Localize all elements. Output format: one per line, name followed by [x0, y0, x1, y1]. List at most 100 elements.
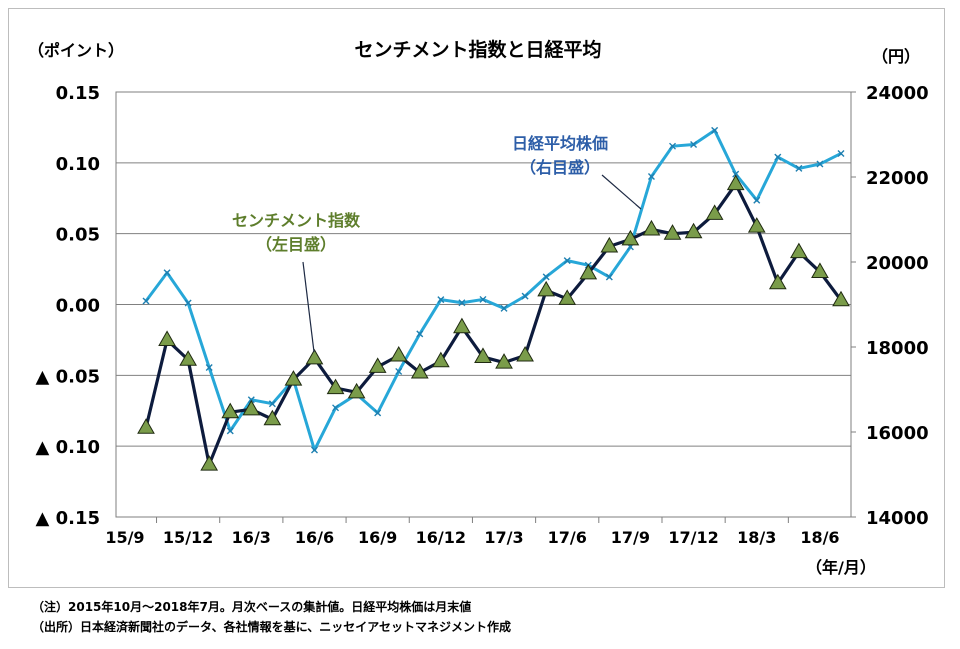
nikkei-point: [332, 404, 340, 412]
nikkei-marker-stroke: [647, 172, 655, 180]
sentiment-point: [537, 280, 556, 297]
sentiment-point: [284, 370, 303, 386]
nikkei-marker-stroke: [374, 409, 382, 417]
right-tick-label: 18000: [866, 338, 929, 359]
sentiment-point: [200, 455, 219, 471]
nikkei-marker-stroke: [500, 304, 508, 312]
x-tick-label: 15/12: [163, 528, 213, 547]
sentiment-point: [516, 345, 534, 362]
sentiment-series: [137, 174, 850, 471]
nikkei-marker-stroke: [247, 396, 255, 404]
right-axis-ticks: 24000 22000 20000 18000 16000 14000: [851, 83, 929, 529]
sentiment-point: [263, 409, 282, 426]
nikkei-point: [479, 295, 487, 303]
nikkei-marker-stroke: [753, 196, 761, 204]
sentiment-point: [179, 350, 197, 366]
sentiment-point: [431, 351, 450, 368]
sentiment-point: [221, 402, 240, 419]
nikkei-point: [374, 409, 382, 417]
chart-source: （出所）日本経済新聞社のデータ、各社情報を基に、ニッセイアセットマネジメント作成: [32, 620, 512, 634]
nikkei-point: [437, 296, 445, 304]
x-tick-label: 16/6: [295, 528, 334, 547]
right-tick-label: 16000: [866, 423, 929, 444]
nikkei-point: [310, 446, 318, 454]
sentiment-point: [768, 273, 787, 290]
sentiment-series-label: センチメント指数: [232, 211, 361, 230]
x-tick-label: 18/6: [800, 528, 839, 547]
nikkei-point: [521, 292, 529, 300]
left-tick-label: 0.15: [56, 83, 100, 104]
left-tick-label: ▲ 0.05: [35, 366, 100, 387]
nikkei-point: [732, 170, 740, 178]
nikkei-marker-stroke: [310, 446, 318, 454]
sentiment-point: [558, 289, 577, 305]
nikkei-point: [690, 140, 698, 148]
nikkei-point: [142, 297, 150, 305]
x-tick-label: 17/9: [611, 528, 650, 547]
nikkei-marker-stroke: [711, 126, 719, 134]
left-tick-label: ▲ 0.10: [35, 437, 100, 458]
sentiment-label-leader: [302, 261, 315, 353]
sentiment-point: [474, 347, 492, 363]
nikkei-label-leader: [601, 174, 642, 210]
left-axis-ticks: 0.15 0.10 0.05 0.00 ▲ 0.05 ▲ 0.10 ▲ 0.15: [35, 83, 100, 529]
sentiment-line: [144, 182, 843, 467]
x-tick-label: 16/12: [416, 528, 466, 547]
plot-area-border: [115, 91, 852, 518]
chart-title: センチメント指数と日経平均: [354, 38, 601, 61]
left-tick-label: 0.10: [56, 154, 100, 175]
right-tick-label: 14000: [866, 508, 929, 529]
nikkei-marker-stroke: [268, 400, 276, 408]
nikkei-marker-stroke: [416, 330, 424, 338]
nikkei-marker-stroke: [816, 160, 824, 168]
nikkei-marker-stroke: [437, 296, 445, 304]
gridlines: [116, 162, 851, 447]
sentiment-point: [305, 348, 324, 365]
sentiment-point: [495, 353, 513, 369]
nikkei-marker-stroke: [542, 273, 550, 281]
nikkei-marker-stroke: [142, 297, 150, 305]
sentiment-point: [347, 382, 366, 399]
sentiment-point: [790, 242, 808, 259]
nikkei-point: [669, 142, 677, 150]
nikkei-marker-stroke: [563, 257, 571, 265]
nikkei-series-axis-note: （右目盛）: [520, 158, 600, 177]
nikkei-marker-stroke: [226, 427, 234, 435]
chart-note: （注）2015年10月～2018年7月。月次ベースの集計値。日経平均株価は月末値: [32, 600, 472, 614]
nikkei-point: [795, 164, 803, 172]
nikkei-marker-stroke: [837, 149, 845, 157]
nikkei-marker-stroke: [774, 153, 782, 161]
left-tick-label: 0.00: [56, 296, 100, 317]
sentiment-point: [326, 378, 345, 395]
x-tick-label: 17/6: [548, 528, 587, 547]
nikkei-point: [205, 363, 213, 371]
x-tick-label: 17/12: [668, 528, 718, 547]
nikkei-point: [458, 299, 466, 307]
nikkei-line: [144, 128, 842, 452]
x-tick-label: 17/3: [484, 528, 523, 547]
sentiment-point: [832, 290, 850, 307]
nikkei-series-label: 日経平均株価: [512, 134, 608, 153]
nikkei-point: [816, 160, 824, 168]
sentiment-point: [705, 204, 724, 220]
sentiment-point: [368, 357, 387, 373]
nikkei-marker-stroke: [205, 363, 213, 371]
x-axis-ticks: 15/9 15/12 16/3 16/6 16/9 16/12 17/3 17/6 17/9 17…: [105, 517, 840, 547]
nikkei-marker-stroke: [669, 142, 677, 150]
right-axis-unit: （円）: [872, 47, 920, 66]
sentiment-point: [621, 229, 640, 246]
nikkei-point: [163, 269, 171, 277]
nikkei-marker-stroke: [732, 170, 740, 178]
sentiment-point: [600, 236, 619, 253]
nikkei-point: [837, 149, 845, 157]
sentiment-point: [158, 330, 176, 346]
nikkei-marker-stroke: [690, 140, 698, 148]
nikkei-marker-stroke: [479, 295, 487, 303]
nikkei-point: [647, 172, 655, 180]
left-axis-unit: （ポイント）: [28, 41, 124, 60]
sentiment-point: [453, 317, 471, 334]
nikkei-marker-stroke: [605, 273, 613, 281]
nikkei-point: [184, 299, 192, 307]
sentiment-point: [726, 174, 745, 191]
nikkei-point: [542, 273, 550, 281]
